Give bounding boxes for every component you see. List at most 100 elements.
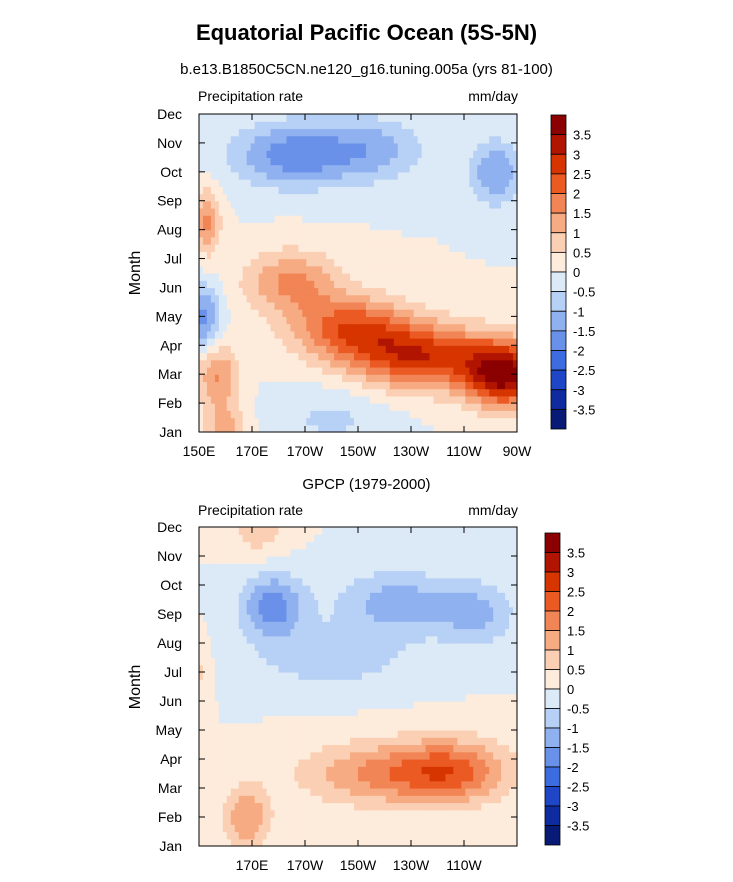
heatmap-cell	[409, 294, 415, 303]
heatmap-cell	[210, 424, 216, 433]
heatmap-cell	[298, 352, 303, 361]
heatmap-cell	[210, 527, 216, 535]
heatmap-cell	[493, 150, 498, 158]
heatmap-cell	[270, 251, 276, 260]
heatmap-cell	[322, 229, 327, 238]
heatmap-cell	[230, 679, 236, 688]
heatmap-cell	[393, 316, 399, 325]
heatmap-cell	[413, 345, 419, 354]
heatmap-cell	[238, 650, 244, 659]
heatmap-cell	[445, 251, 451, 260]
heatmap-cell	[393, 186, 399, 195]
heatmap-cell	[501, 323, 506, 332]
heatmap-cell	[258, 693, 264, 702]
heatmap-cell	[226, 330, 232, 339]
heatmap-cell	[246, 577, 252, 586]
heatmap-cell	[238, 128, 244, 137]
heatmap-cell	[290, 121, 296, 130]
heatmap-cell	[513, 294, 518, 303]
heatmap-cell	[397, 273, 403, 281]
heatmap-cell	[310, 417, 315, 426]
heatmap-cell	[294, 193, 299, 202]
heatmap-cell	[282, 686, 288, 695]
heatmap-cell	[393, 200, 399, 209]
heatmap-cell	[310, 135, 315, 144]
heatmap-cell	[322, 817, 327, 825]
heatmap-cell	[222, 715, 228, 724]
heatmap-cell	[302, 359, 307, 368]
heatmap-cell	[226, 672, 232, 680]
heatmap-cell	[469, 338, 474, 346]
heatmap-cell	[230, 577, 236, 586]
heatmap-cell	[258, 606, 264, 615]
heatmap-cell	[246, 730, 252, 738]
heatmap-cell	[469, 157, 474, 166]
heatmap-cell	[513, 417, 518, 426]
heatmap-cell	[322, 200, 327, 209]
heatmap-cell	[238, 548, 244, 557]
heatmap-cell	[270, 664, 276, 673]
heatmap-cell	[226, 577, 232, 586]
heatmap-cell	[278, 323, 284, 332]
heatmap-cell	[234, 171, 240, 180]
heatmap-cell	[405, 338, 411, 346]
heatmap-cell	[226, 359, 232, 368]
heatmap-cell	[214, 599, 220, 608]
heatmap-cell	[493, 114, 498, 122]
heatmap-cell	[477, 345, 482, 354]
heatmap-cell	[238, 352, 244, 361]
heatmap-cell	[489, 323, 494, 332]
heatmap-cell	[250, 577, 256, 586]
heatmap-cell	[401, 395, 407, 404]
heatmap-cell	[338, 301, 343, 310]
x-tick-label: 150E	[183, 443, 216, 459]
heatmap-cell	[334, 251, 339, 260]
heatmap-cell	[278, 744, 284, 753]
heatmap-cell	[326, 171, 331, 180]
heatmap-cell	[477, 316, 482, 325]
heatmap-cell	[302, 606, 307, 615]
heatmap-cell	[513, 287, 518, 296]
heatmap-cell	[202, 273, 208, 281]
heatmap-cell	[346, 265, 351, 274]
heatmap-cell	[314, 135, 319, 144]
heatmap-cell	[290, 164, 296, 173]
heatmap-cell	[453, 164, 458, 173]
heatmap-cell	[250, 215, 256, 224]
heatmap-cell	[270, 780, 276, 789]
heatmap-cell	[262, 222, 268, 231]
x-tick-label: 130W	[393, 443, 430, 459]
heatmap-cell	[338, 265, 343, 274]
heatmap-cell	[425, 229, 431, 238]
heatmap-cell	[202, 207, 208, 216]
heatmap-cell	[318, 534, 323, 543]
heatmap-cell	[401, 323, 407, 332]
heatmap-cell	[350, 171, 355, 180]
heatmap-cell	[218, 838, 224, 847]
heatmap-cell	[218, 686, 224, 695]
heatmap-cell	[310, 744, 315, 753]
heatmap-cell	[274, 556, 280, 564]
heatmap-cell	[473, 265, 478, 274]
heatmap-cell	[230, 410, 236, 419]
heatmap-cell	[286, 592, 292, 601]
heatmap-cell	[469, 150, 474, 158]
heatmap-cell	[214, 527, 220, 535]
heatmap-cell	[310, 722, 315, 731]
heatmap-cell	[298, 744, 303, 753]
heatmap-cell	[469, 273, 474, 281]
heatmap-cell	[373, 417, 379, 426]
heatmap-cell	[214, 766, 220, 775]
heatmap-cell	[222, 229, 228, 238]
heatmap-cell	[489, 229, 494, 238]
heatmap-cell	[314, 556, 319, 564]
heatmap-cell	[314, 570, 319, 579]
heatmap-cell	[290, 287, 296, 296]
heatmap-cell	[338, 207, 343, 216]
heatmap-cell	[473, 345, 478, 354]
heatmap-cell	[302, 802, 307, 811]
heatmap-cell	[369, 244, 375, 252]
heatmap-cell	[310, 374, 315, 383]
heatmap-cell	[369, 193, 375, 202]
heatmap-cell	[254, 157, 260, 166]
